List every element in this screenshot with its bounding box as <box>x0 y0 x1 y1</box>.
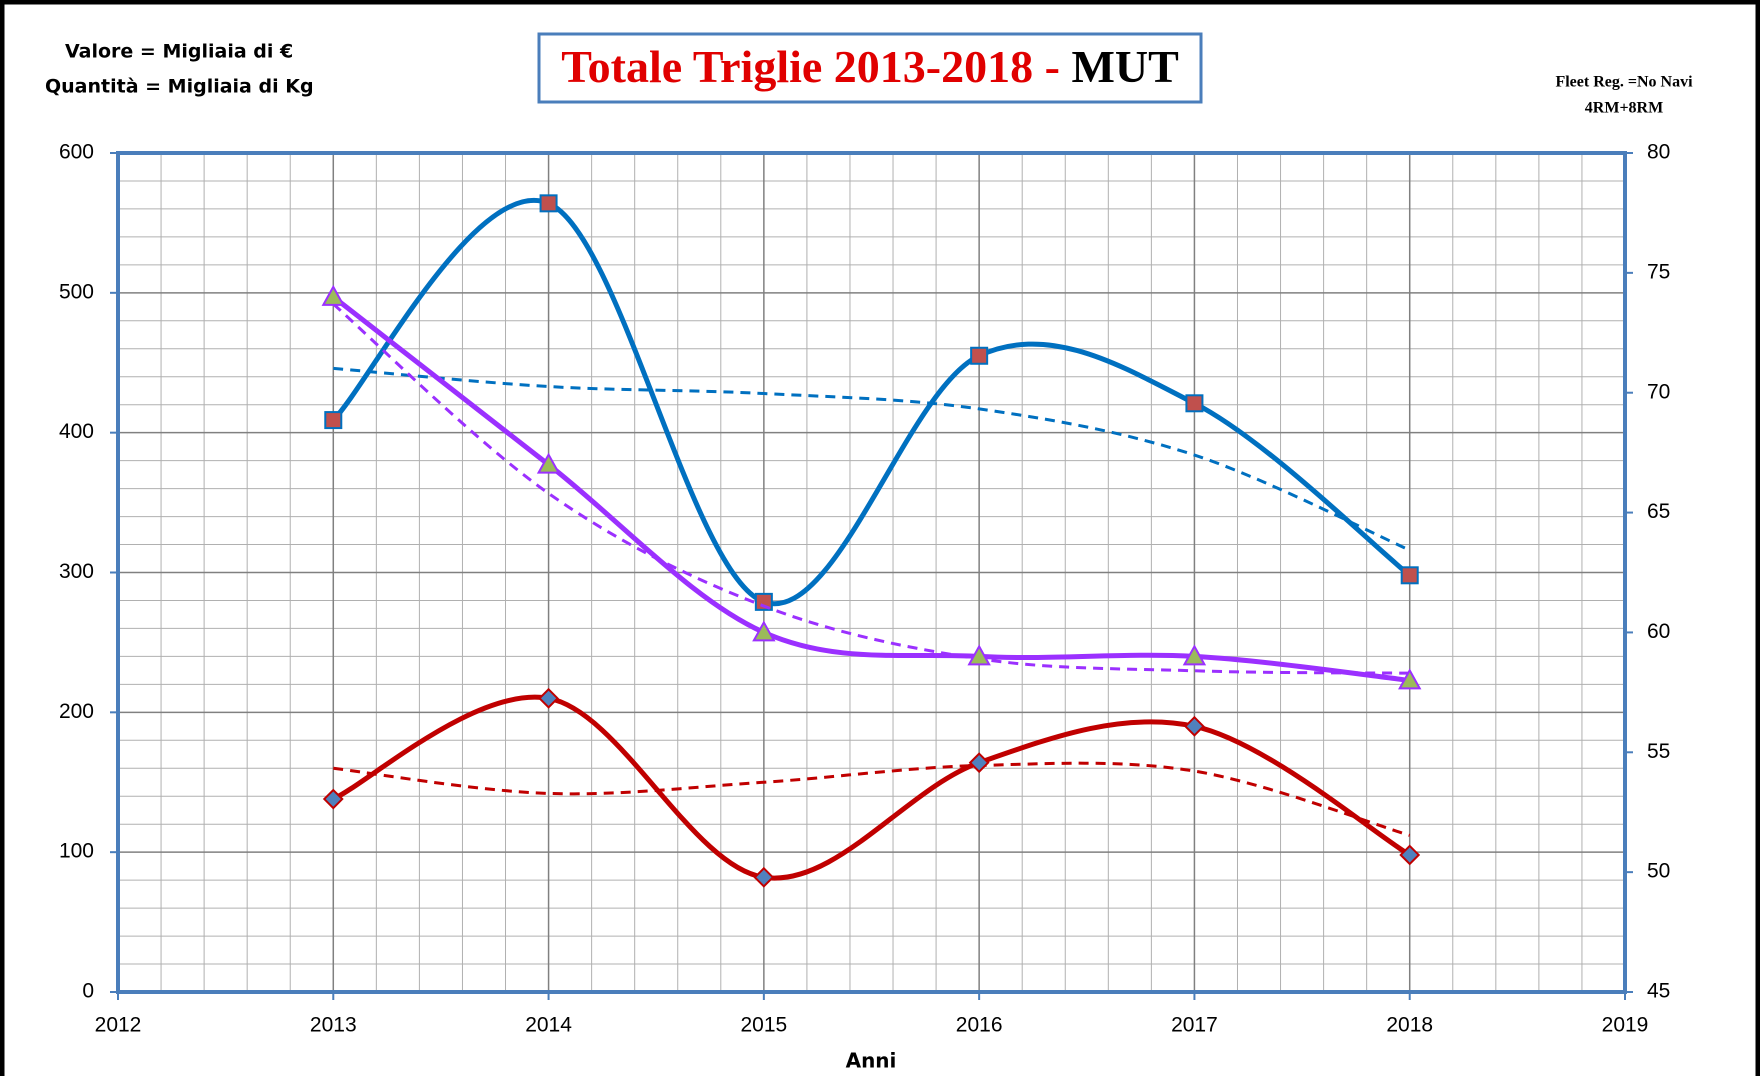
marker <box>322 788 344 810</box>
y2-tick-label: 55 <box>1647 740 1670 763</box>
chart-title: Totale Triglie 2013-2018 - MUT <box>561 41 1179 92</box>
y2-tick-label: 65 <box>1647 500 1670 523</box>
y2-tick-label: 45 <box>1647 980 1670 1003</box>
y-tick-label: 400 <box>59 420 94 443</box>
title-box <box>537 32 1203 104</box>
marker <box>754 592 773 611</box>
y-tick-label: 600 <box>59 141 94 164</box>
y-tick-label: 200 <box>59 700 94 723</box>
marker <box>752 620 776 642</box>
y-tick-label: 0 <box>82 980 94 1003</box>
trend-line <box>332 302 1410 675</box>
y2-tick-label: 60 <box>1647 620 1670 643</box>
x-tick-label: 2019 <box>1602 1014 1649 1037</box>
marker <box>970 346 989 365</box>
x-axis-label: Anni <box>846 1049 897 1073</box>
x-tick-label: 2018 <box>1386 1014 1433 1037</box>
x-tick-label: 2014 <box>525 1014 572 1037</box>
marker <box>1182 644 1207 666</box>
marker <box>968 752 990 774</box>
x-tick-label: 2013 <box>310 1014 357 1037</box>
series-label: Fleet Reg. =No Navi <box>1555 74 1693 91</box>
series-line <box>331 294 1410 683</box>
series-line <box>332 694 1411 881</box>
series-label: 4RM+8RM <box>1585 100 1663 117</box>
y-tick-label: 500 <box>59 280 94 303</box>
title-part: Totale Triglie 2013-2018 - <box>561 41 1071 92</box>
title-part: MUT <box>1071 41 1178 92</box>
marker <box>1184 715 1205 737</box>
marker <box>1400 566 1419 585</box>
y2-tick-label: 50 <box>1647 860 1670 883</box>
x-tick-label: 2015 <box>740 1014 787 1037</box>
y2-tick-label: 75 <box>1647 260 1670 283</box>
y-tick-label: 100 <box>59 840 94 863</box>
marker <box>321 284 345 306</box>
marker <box>1398 668 1422 690</box>
x-tick-label: 2012 <box>95 1014 142 1037</box>
y2-tick-label: 80 <box>1647 141 1670 164</box>
trend-line <box>333 761 1411 837</box>
y-tick-label: 300 <box>59 560 94 583</box>
x-tick-label: 2016 <box>956 1014 1003 1037</box>
x-tick-label: 2017 <box>1171 1014 1218 1037</box>
trend-line <box>333 366 1411 552</box>
y2-tick-label: 70 <box>1647 380 1670 403</box>
series-label: Valore = Migliaia di € <box>65 41 293 63</box>
series-label: Quantità = Migliaia di Kg <box>45 76 314 98</box>
marker <box>536 452 561 474</box>
marker <box>753 866 775 888</box>
plot-border <box>116 151 1627 994</box>
marker <box>1399 844 1421 866</box>
marker <box>324 411 343 430</box>
marker <box>967 644 991 666</box>
marker <box>1185 394 1204 413</box>
marker <box>538 687 559 709</box>
marker <box>539 194 558 213</box>
